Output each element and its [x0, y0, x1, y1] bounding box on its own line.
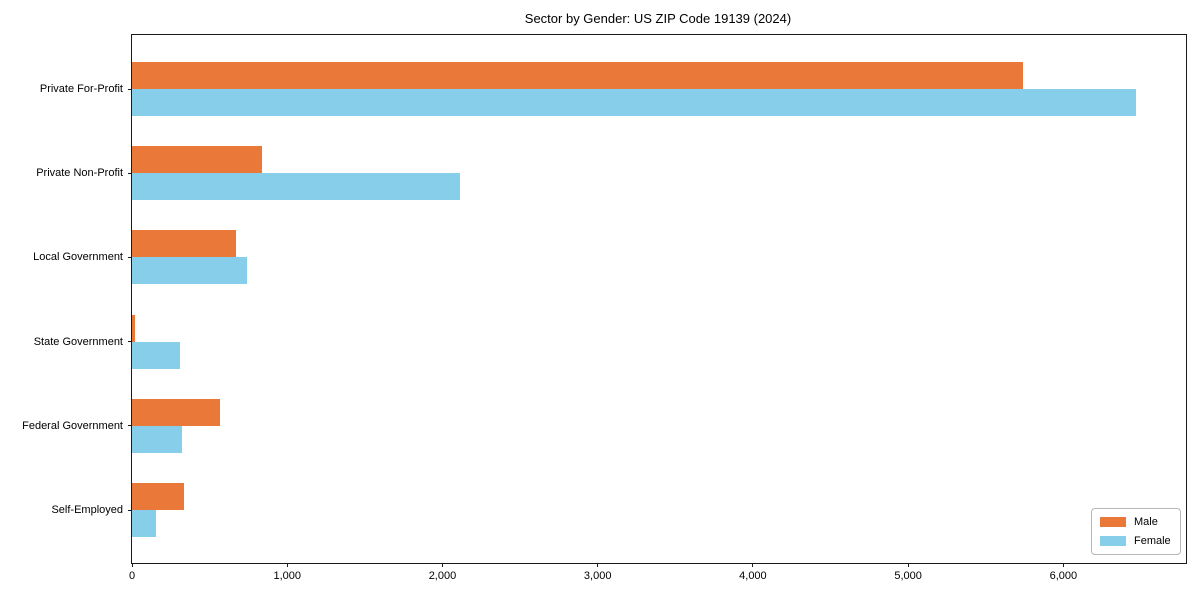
bar-female-state-government — [132, 341, 181, 369]
y-axis-label-state-government: State Government — [33, 335, 123, 348]
plot-area: Private For-Profit Private Non-Profit Loca… — [22, 34, 1187, 582]
legend-swatch-female — [1100, 536, 1126, 546]
y-tick-mark — [128, 256, 132, 258]
bar-female-private-for-profit — [132, 89, 1137, 116]
x-tick-label-1-000: 1,000 — [273, 570, 301, 582]
legend-label-male: Male — [1134, 516, 1158, 528]
y-tick-mark — [128, 341, 132, 343]
x-tick-label-6-000: 6,000 — [1049, 570, 1078, 582]
x-tick-mark — [1062, 563, 1064, 567]
y-axis-label-local-government: Local Government — [33, 251, 123, 264]
x-tick-label-0: 0 — [128, 570, 136, 582]
x-tick-mark — [907, 563, 909, 567]
x-tick-mark — [441, 563, 443, 567]
y-tick-mark — [128, 425, 132, 427]
bar-female-private-non-profit — [132, 173, 460, 201]
bar-male-local-government — [132, 230, 236, 258]
bar-male-federal-government — [132, 398, 221, 426]
legend-label-female: Female — [1134, 535, 1171, 547]
y-tick-mark — [128, 509, 132, 511]
x-tick-mark — [131, 563, 133, 567]
x-tick-label-3-000: 3,000 — [583, 570, 612, 582]
x-tick-label-5-000: 5,000 — [894, 570, 922, 582]
bar-male-self-employed — [132, 483, 184, 510]
legend: Male Female — [1091, 508, 1181, 555]
chart-title: Sector by Gender: US ZIP Code 19139 (202… — [524, 11, 792, 26]
bar-female-self-employed — [132, 510, 157, 537]
bar-male-private-for-profit — [132, 62, 1023, 89]
y-axis-label-self-employed: Self-Employed — [51, 504, 123, 516]
y-tick-mark — [128, 88, 132, 90]
y-axis-label-private-non-profit: Private Non-Profit — [36, 167, 123, 180]
y-axis-label-private-for-profit: Private For-Profit — [39, 83, 123, 95]
x-tick-mark — [286, 563, 288, 567]
y-tick-mark — [128, 172, 132, 174]
x-tick-label-4-000: 4,000 — [739, 570, 767, 582]
x-tick-label-2-000: 2,000 — [428, 570, 457, 582]
y-axis-label-federal-government: Federal Government — [22, 419, 123, 432]
bar-female-federal-government — [132, 425, 182, 453]
x-tick-mark — [597, 563, 599, 567]
bar-male-state-government — [132, 314, 135, 342]
bar-male-private-non-profit — [132, 146, 263, 174]
x-tick-mark — [752, 563, 754, 567]
legend-swatch-male — [1100, 517, 1126, 527]
legend-entry-female: Female — [1100, 534, 1172, 548]
legend-entry-male: Male — [1100, 515, 1172, 529]
bar-female-local-government — [132, 257, 247, 285]
